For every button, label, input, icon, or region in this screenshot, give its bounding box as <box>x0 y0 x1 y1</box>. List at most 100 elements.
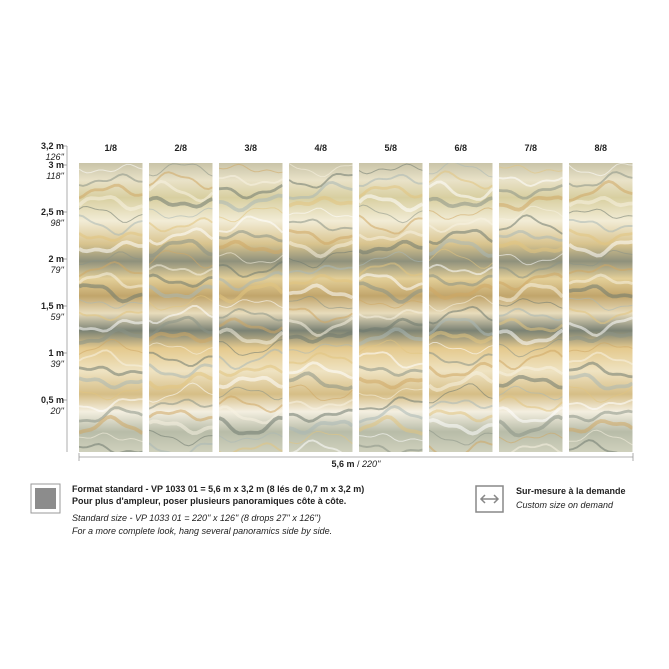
vein <box>569 273 633 285</box>
vein <box>149 295 213 311</box>
vein <box>359 365 423 377</box>
vein <box>429 417 493 436</box>
vein <box>289 240 353 259</box>
panel-label: 4/8 <box>314 143 327 153</box>
vein <box>429 305 493 325</box>
vein <box>429 317 493 337</box>
vein <box>359 194 423 213</box>
vein <box>499 261 563 279</box>
vein <box>290 439 343 452</box>
vein <box>219 308 283 322</box>
vein <box>289 384 353 402</box>
vein <box>429 342 493 355</box>
vein <box>429 295 493 312</box>
vein <box>499 307 563 322</box>
vein <box>219 432 283 443</box>
vein <box>429 383 493 404</box>
height-metric: 3 m <box>48 160 64 170</box>
vein <box>289 330 353 344</box>
vein <box>499 272 563 292</box>
vein <box>289 250 353 269</box>
vein <box>359 281 423 304</box>
height-metric: 0,5 m <box>41 395 64 405</box>
vein <box>79 319 143 333</box>
vein <box>429 429 493 446</box>
panel <box>149 163 213 452</box>
vein <box>359 173 423 187</box>
height-imperial: 98'' <box>51 218 65 228</box>
vein <box>79 195 143 212</box>
vein <box>79 163 143 174</box>
vein <box>359 396 423 411</box>
vein <box>79 310 143 322</box>
vein <box>149 382 213 403</box>
vein <box>79 214 143 236</box>
vein <box>359 351 423 369</box>
vein <box>429 263 493 276</box>
vein <box>429 330 493 344</box>
vein <box>569 218 633 233</box>
vein <box>79 387 143 401</box>
vein <box>219 348 283 370</box>
vein <box>219 193 283 213</box>
vein <box>289 273 353 286</box>
vein <box>79 240 143 254</box>
vein <box>569 351 633 366</box>
vein <box>219 327 283 345</box>
vein <box>149 398 213 410</box>
vein <box>429 163 493 178</box>
vein <box>149 227 213 246</box>
vein <box>149 419 213 435</box>
vein <box>359 204 423 224</box>
width-imperial: 220'' <box>361 459 381 469</box>
standard-icon-frame <box>30 483 61 514</box>
custom-icon <box>475 485 504 513</box>
vein <box>359 414 423 436</box>
vein <box>499 395 563 412</box>
vein <box>499 164 563 174</box>
vein <box>289 283 353 300</box>
vein <box>149 217 213 233</box>
panel <box>219 163 283 452</box>
standard-line: For a more complete look, hang several p… <box>72 526 332 536</box>
panel <box>359 163 423 452</box>
custom-line: Custom size on demand <box>516 500 614 510</box>
vein <box>149 180 213 203</box>
vein <box>289 207 353 218</box>
width-separator: / <box>355 459 363 469</box>
vein <box>359 299 423 309</box>
vein <box>569 208 633 219</box>
vein <box>289 343 353 354</box>
vein <box>569 331 633 343</box>
vein <box>289 229 353 245</box>
vein <box>499 176 563 187</box>
vein <box>359 185 423 199</box>
vein <box>219 229 283 243</box>
vein <box>79 365 143 377</box>
standard-line: Format standard - VP 1033 01 = 5,6 m x 3… <box>72 484 364 494</box>
vein <box>429 370 493 393</box>
vein <box>569 398 633 411</box>
vein <box>79 261 143 278</box>
vein <box>569 228 633 246</box>
vein <box>219 174 283 186</box>
vein <box>359 405 423 424</box>
vein <box>79 251 143 265</box>
panel <box>499 163 563 452</box>
vein <box>499 432 563 444</box>
vein <box>429 180 493 201</box>
vein <box>149 163 213 177</box>
vein <box>569 239 633 258</box>
vein <box>499 298 563 309</box>
vein <box>79 406 143 423</box>
vein <box>569 163 633 177</box>
panel-label: 5/8 <box>384 143 397 153</box>
vein <box>499 365 563 377</box>
vein <box>289 352 353 365</box>
vein <box>149 207 213 219</box>
vein <box>219 271 283 292</box>
vein <box>569 342 633 353</box>
vein <box>289 430 353 445</box>
vein <box>289 419 353 435</box>
panel-base <box>79 163 143 452</box>
